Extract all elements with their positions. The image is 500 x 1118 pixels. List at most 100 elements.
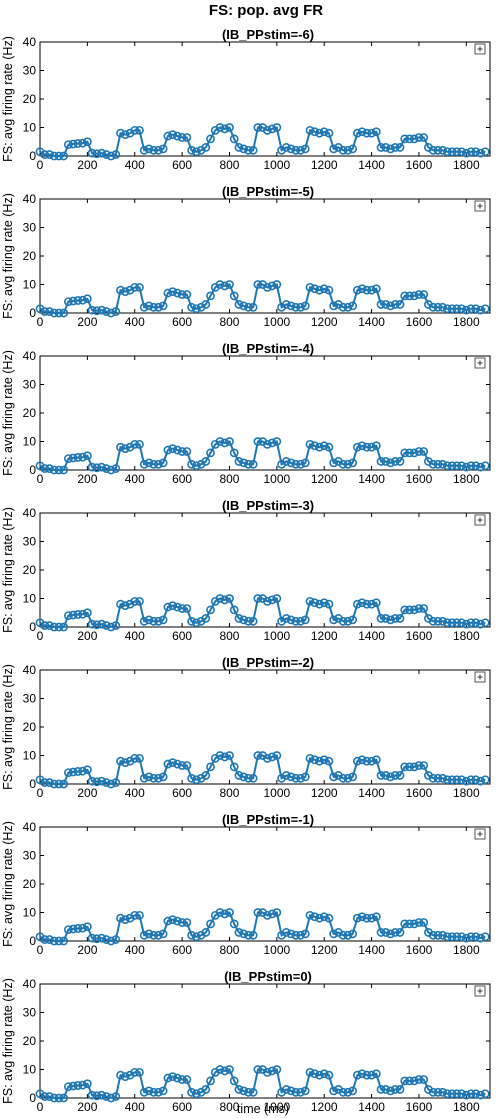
data-point [106, 779, 116, 789]
data-point [452, 461, 462, 471]
data-point [352, 913, 362, 923]
subplot-stack: (IB_PPstim=-6) FS: avg firing rate (Hz) 0 1… [1, 27, 491, 1114]
data-point [239, 615, 249, 625]
data-point [92, 463, 102, 473]
data-point [187, 459, 196, 469]
data-point [480, 304, 490, 314]
data-point [452, 1089, 462, 1099]
data-point [177, 290, 187, 299]
data-point [177, 133, 187, 142]
legend-box[interactable] [474, 43, 486, 55]
data-point [215, 437, 225, 446]
data-point [149, 930, 159, 940]
data-point [457, 618, 466, 628]
data-point [338, 616, 348, 626]
data-point [419, 290, 429, 299]
data-point [381, 143, 391, 152]
data-point [286, 144, 296, 154]
data-point [206, 291, 215, 301]
legend-box[interactable] [474, 514, 486, 526]
data-point [476, 148, 485, 158]
data-point [215, 1065, 225, 1074]
data-point [438, 302, 448, 312]
legend-box[interactable] [474, 985, 486, 997]
data-point [315, 1070, 324, 1080]
data-point [386, 301, 395, 311]
data-point [367, 442, 376, 452]
data-point [338, 1087, 348, 1097]
data-point [452, 932, 462, 942]
x-tick-label: 1200 [311, 1100, 338, 1114]
legend-box[interactable] [474, 671, 486, 683]
data-point [367, 285, 376, 295]
data-point [343, 930, 353, 940]
data-point [281, 928, 291, 937]
x-tick-label: 1800 [453, 786, 480, 800]
data-point [101, 935, 111, 944]
data-point [168, 287, 178, 297]
data-point [215, 908, 225, 917]
data-point [296, 773, 305, 783]
data-point [158, 144, 168, 154]
data-point [225, 123, 234, 132]
data-point [438, 773, 448, 783]
data-point [352, 285, 362, 295]
data-point [191, 461, 201, 471]
subplot-title: (IB_PPstim=-4) [222, 341, 314, 356]
data-point [177, 604, 187, 613]
y-tick-label: 40 [23, 35, 37, 49]
data-point [476, 933, 485, 943]
legend-box[interactable] [474, 200, 486, 212]
y-tick-label: 30 [23, 1006, 37, 1020]
data-point [296, 1087, 305, 1097]
data-point [172, 131, 182, 141]
data-point [163, 288, 173, 298]
data-point [201, 143, 211, 152]
legend-box[interactable] [474, 357, 486, 369]
data-point [40, 1092, 50, 1101]
data-point [476, 1090, 485, 1100]
data-point [253, 123, 263, 132]
data-point [419, 447, 429, 456]
data-point [452, 147, 462, 157]
data-point [466, 304, 476, 314]
data-point [400, 1076, 410, 1086]
data-point [457, 1089, 466, 1099]
data-point [357, 912, 367, 922]
data-point [262, 753, 272, 763]
data-point [348, 1086, 358, 1096]
x-tick-label: 1200 [311, 786, 338, 800]
y-tick-label: 20 [23, 720, 37, 734]
data-point [59, 622, 69, 632]
data-point [177, 918, 187, 927]
subplot-title: (IB_PPstim=0) [224, 969, 312, 984]
data-point [319, 598, 329, 608]
x-tick-label: 1400 [358, 629, 385, 643]
data-point [376, 457, 386, 466]
data-point [135, 439, 144, 449]
y-axis-label: FS: avg firing rate (Hz) [1, 978, 15, 1104]
x-tick-label: 1200 [311, 943, 338, 957]
data-point [409, 919, 419, 929]
legend-box[interactable] [474, 828, 486, 840]
data-point [87, 305, 97, 315]
data-point [244, 459, 253, 469]
data-point [168, 601, 178, 611]
data-point [267, 595, 277, 605]
data-point [442, 1089, 452, 1099]
data-point [163, 759, 173, 769]
data-point [395, 457, 405, 466]
data-point [286, 929, 296, 939]
data-point [362, 756, 372, 766]
data-point [106, 465, 116, 475]
x-tick-label: 1600 [406, 315, 433, 329]
data-point [59, 151, 69, 161]
data-point [49, 151, 59, 161]
data-point [324, 442, 334, 452]
data-point [428, 930, 438, 940]
data-point [267, 281, 277, 291]
data-point [206, 134, 215, 144]
data-point [158, 929, 168, 939]
data-point [78, 295, 88, 305]
data-point [177, 1075, 187, 1084]
